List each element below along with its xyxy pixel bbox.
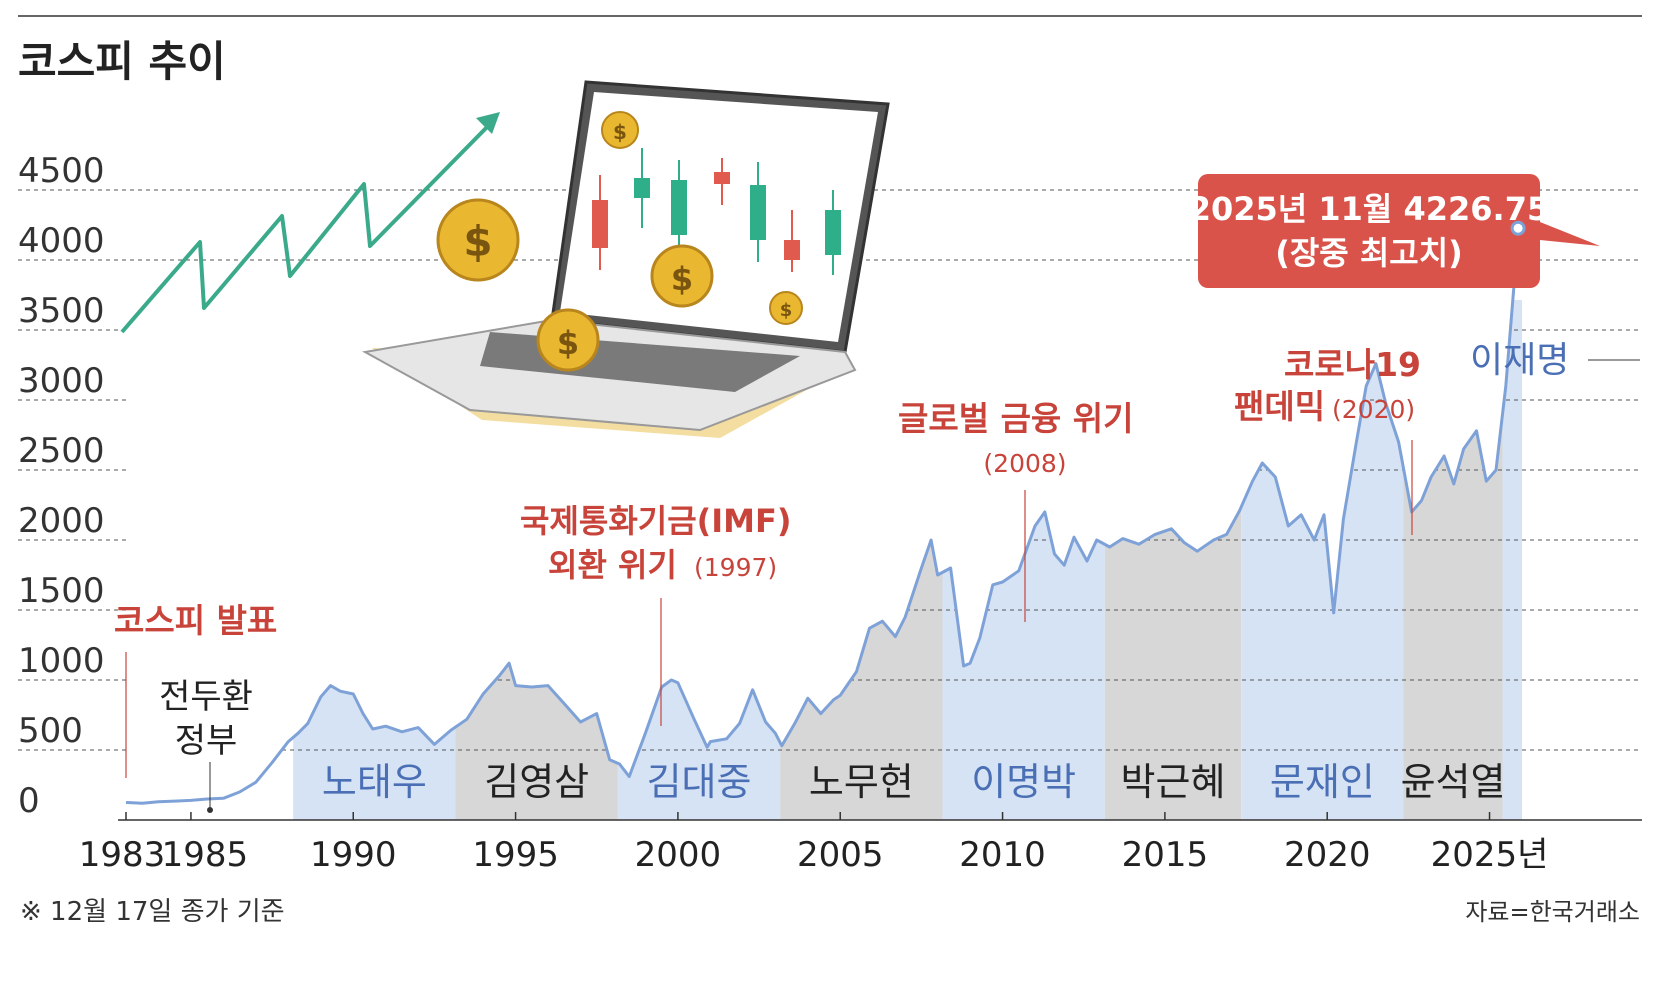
svg-text:(2008): (2008) [983, 449, 1066, 478]
chart-title: 코스피 추이 [18, 37, 226, 86]
x-tick-label: 2005 [797, 835, 884, 875]
y-tick-label: 500 [18, 711, 83, 751]
svg-text:코스피 발표: 코스피 발표 [114, 601, 277, 640]
y-tick-label: 1500 [18, 571, 105, 611]
peak-callout: 2025년 11월 4226.75 (장중 최고치) [1189, 174, 1600, 288]
gov-pointer-dot [207, 807, 213, 813]
y-tick-label: 0 [18, 781, 40, 821]
y-tick-label: 2000 [18, 501, 105, 541]
gov-label-8: 윤석열 [1401, 760, 1506, 804]
svg-text:코로나19: 코로나19 [1284, 345, 1421, 384]
event-pandemic: 코로나19 팬데믹 (2020) [1234, 345, 1421, 535]
event-imf-crisis: 국제통화기금(IMF) 외환 위기 (1997) [520, 502, 792, 726]
kospi-line [125, 226, 1524, 805]
gov-label-9: 이재명 [1470, 340, 1569, 381]
x-tick-label: 1990 [310, 835, 397, 875]
y-tick-label: 4000 [18, 221, 105, 261]
laptop-illustration: $ $ $ $ $ [362, 80, 890, 438]
peak-marker [1510, 220, 1526, 236]
event-financial-crisis: 글로벌 금융 위기 (2008) [898, 399, 1134, 622]
svg-text:(2020): (2020) [1332, 395, 1415, 424]
svg-text:외환 위기: 외환 위기 [548, 546, 677, 584]
svg-text:글로벌 금융 위기: 글로벌 금융 위기 [898, 399, 1134, 438]
svg-text:$: $ [463, 217, 492, 266]
svg-text:(1997): (1997) [694, 553, 777, 582]
x-tick-label: 2015 [1122, 835, 1209, 875]
y-tick-label: 2500 [18, 431, 105, 471]
footnote: ※ 12월 17일 종가 기준 [20, 897, 285, 927]
callout-line1: 2025년 11월 4226.75 [1189, 190, 1550, 228]
source-credit: 자료=한국거래소 [1465, 898, 1640, 926]
gov-label-6: 박근혜 [1121, 760, 1226, 804]
gov-label-7: 문재인 [1270, 760, 1375, 804]
gov-label-5: 이명박 [971, 760, 1076, 804]
x-tick-label: 2025년 [1431, 835, 1549, 875]
gov-label-0b: 정부 [175, 721, 238, 761]
candlestick-icons [592, 148, 841, 275]
x-tick-label: 2000 [635, 835, 722, 875]
x-tick-label: 2020 [1284, 835, 1371, 875]
gov-label-1: 노태우 [322, 760, 427, 804]
event-kospi-launch: 코스피 발표 [114, 601, 277, 778]
y-tick-label: 1000 [18, 641, 105, 681]
gov-label-2: 김영삼 [484, 760, 589, 804]
gov-label-0a: 전두환 [159, 677, 253, 717]
svg-text:팬데믹: 팬데믹 [1234, 387, 1325, 426]
y-axis-ticks: 0 500 1000 1500 2000 2500 3000 3500 4000 4500 [18, 151, 105, 821]
rising-arrow-icon [120, 112, 500, 334]
gov-label-4: 노무현 [809, 760, 914, 804]
x-tick-label: 1985 [162, 835, 249, 875]
x-tick-label: 1983 [79, 835, 166, 875]
svg-text:$: $ [613, 120, 627, 144]
svg-text:국제통화기금(IMF): 국제통화기금(IMF) [520, 502, 792, 540]
callout-line2: (장중 최고치) [1275, 234, 1463, 272]
coin-icons: $ $ $ $ $ [436, 111, 803, 372]
svg-text:$: $ [557, 324, 579, 362]
x-tick-label: 1995 [472, 835, 559, 875]
y-tick-label: 3500 [18, 291, 105, 331]
svg-text:$: $ [671, 260, 693, 298]
y-tick-label: 3000 [18, 361, 105, 401]
y-tick-label: 4500 [18, 151, 105, 191]
band-9 [1502, 300, 1522, 820]
x-tick-label: 2010 [959, 835, 1046, 875]
svg-text:$: $ [780, 300, 793, 321]
gov-label-3: 김대중 [647, 760, 752, 804]
